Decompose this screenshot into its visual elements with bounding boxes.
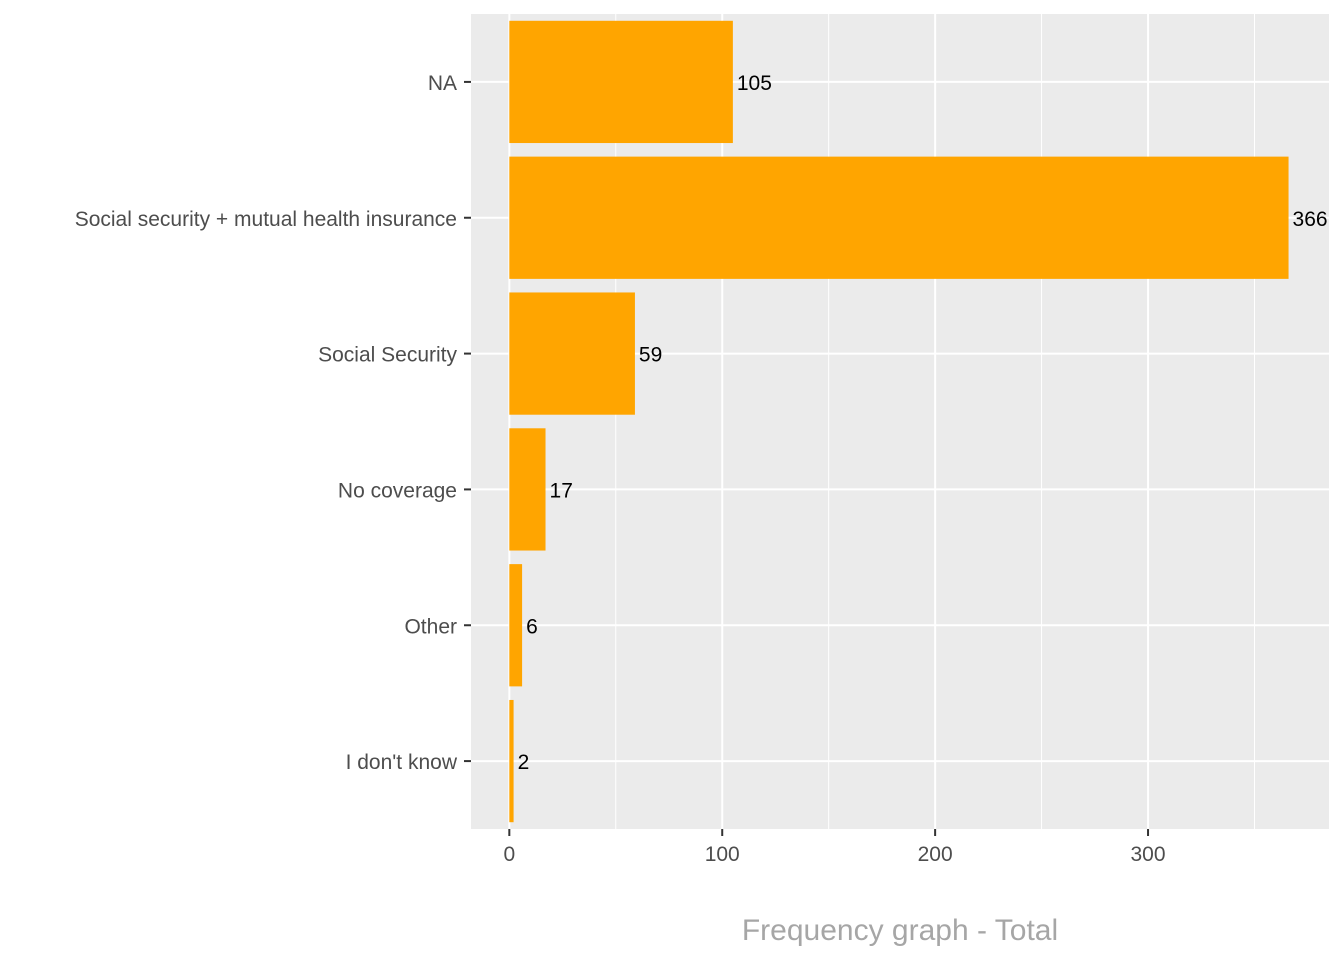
data-label: 17 (550, 479, 573, 502)
bar (509, 292, 635, 415)
bar (509, 564, 523, 687)
bar (509, 428, 546, 551)
data-labels: 105 366 59 17 6 2 (518, 72, 1328, 774)
x-tick-label: 200 (918, 843, 953, 866)
category-label: NA (428, 72, 457, 95)
data-label: 366 (1293, 208, 1328, 231)
minor-gridlines (615, 14, 1255, 829)
bars (509, 20, 1289, 823)
data-label: 59 (639, 344, 662, 367)
data-label: 2 (518, 751, 530, 774)
x-axis-title: Frequency graph - Total (742, 914, 1058, 947)
data-label: 105 (737, 72, 772, 95)
x-tick-label: 0 (503, 843, 515, 866)
bar (509, 699, 514, 823)
category-label: Other (404, 615, 457, 638)
plot-panel (471, 14, 1329, 829)
y-axis: NA Social security + mutual health insura… (75, 72, 471, 774)
x-tick-label: 100 (705, 843, 740, 866)
category-label: I don't know (346, 751, 458, 774)
bar (509, 20, 733, 144)
x-tick-label: 300 (1131, 843, 1166, 866)
data-label: 6 (526, 615, 538, 638)
category-label: Social security + mutual health insuranc… (75, 208, 457, 231)
category-label: No coverage (338, 479, 457, 502)
bar (509, 156, 1289, 279)
category-label: Social Security (318, 344, 457, 367)
x-axis: 0 100 200 300 (503, 829, 1166, 866)
